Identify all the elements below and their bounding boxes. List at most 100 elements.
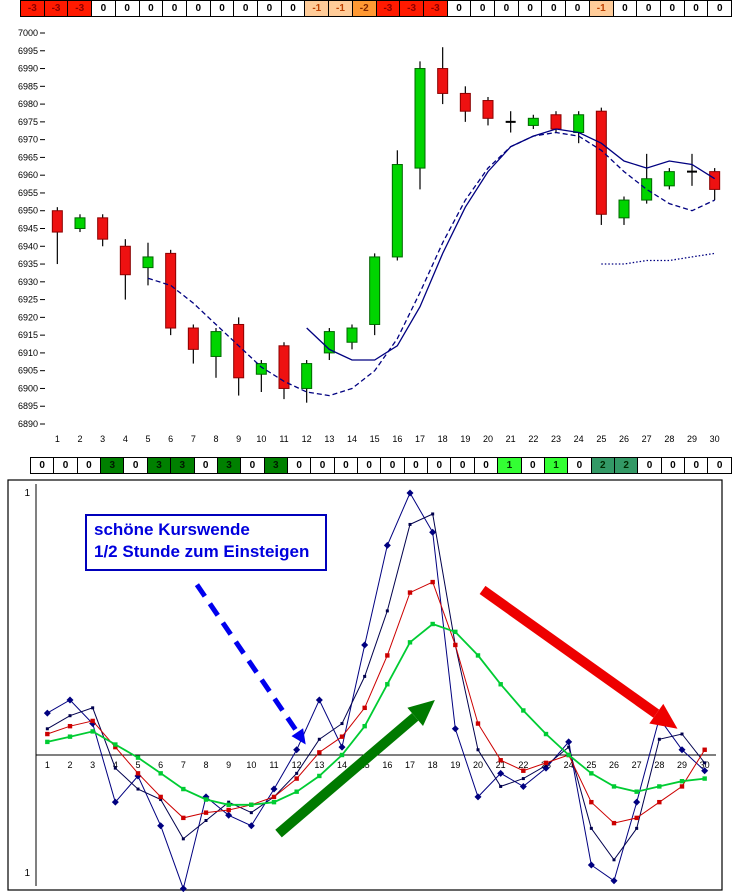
svg-text:6935: 6935 [18,259,38,269]
svg-text:2: 2 [77,434,82,444]
signal-cell: 0 [77,458,102,473]
signal-cell: 0 [54,458,78,473]
signal-cell: 0 [471,1,496,16]
signal-cell: -3 [44,1,69,16]
signal-cell: 0 [521,458,545,473]
red-down-arrow [479,585,678,729]
blue-dashed-arrow [194,583,306,745]
svg-text:21: 21 [496,760,506,770]
svg-text:6920: 6920 [18,312,38,322]
svg-text:7000: 7000 [18,28,38,38]
svg-text:30: 30 [710,434,720,444]
signal-cell: 0 [234,1,259,16]
svg-text:18: 18 [428,760,438,770]
svg-text:25: 25 [586,760,596,770]
ma-dotted-short [601,252,715,265]
svg-text:24: 24 [564,760,574,770]
svg-text:6940: 6940 [18,241,38,251]
svg-text:6965: 6965 [18,152,38,162]
svg-text:6915: 6915 [18,330,38,340]
svg-text:12: 12 [292,760,302,770]
green-slow-line [45,621,707,807]
ma-solid [306,128,716,361]
candlestick-chart-region: 7000 6995 6990 6985 6980 6975 6970 6965 6960 6955… [0,18,732,456]
svg-text:6890: 6890 [18,419,38,429]
signal-cell: 0 [495,1,519,16]
annotation-line2: 1/2 Stunde zum Einsteigen [94,542,310,561]
svg-text:6: 6 [168,434,173,444]
svg-text:28: 28 [654,760,664,770]
svg-text:7: 7 [181,760,186,770]
signal-cell: 0 [281,1,306,16]
signal-cell: 3 [264,458,288,473]
svg-text:11: 11 [279,434,288,444]
svg-text:1: 1 [55,434,60,444]
signal-cell: 0 [474,458,499,473]
svg-text:7: 7 [191,434,196,444]
svg-text:6895: 6895 [18,401,38,411]
signal-cell: -3 [21,1,45,16]
svg-text:4: 4 [113,760,118,770]
svg-text:6995: 6995 [18,46,38,56]
svg-text:5: 5 [145,434,150,444]
second-navy-line [45,512,707,862]
svg-text:9: 9 [236,434,241,444]
svg-text:20: 20 [483,434,493,444]
svg-text:25: 25 [596,434,606,444]
svg-text:16: 16 [392,434,402,444]
signal-cell: 0 [660,1,685,16]
signal-cell: 0 [381,458,405,473]
svg-text:6975: 6975 [18,117,38,127]
annotation-note: schöne Kurswende 1/2 Stunde zum Einsteig… [85,514,328,571]
signal-cell: 3 [171,458,195,473]
svg-text:3: 3 [100,434,105,444]
svg-text:22: 22 [528,434,538,444]
svg-text:17: 17 [415,434,425,444]
svg-text:4: 4 [123,434,128,444]
svg-text:22: 22 [518,760,528,770]
svg-text:29: 29 [677,760,687,770]
svg-text:26: 26 [619,434,629,444]
svg-text:6970: 6970 [18,135,38,145]
signal-cell: 1 [544,458,569,473]
signal-cell: 0 [92,1,116,16]
signal-cell: 0 [186,1,211,16]
signal-cell: 3 [217,458,242,473]
signal-cell: -1 [305,1,330,16]
ma-dashed [147,131,715,397]
svg-text:6955: 6955 [18,188,38,198]
signal-cell: -3 [423,1,448,16]
svg-text:20: 20 [473,760,483,770]
signal-cell: 0 [568,458,592,473]
svg-text:15: 15 [370,434,380,444]
svg-text:6910: 6910 [18,348,38,358]
signal-cell: 0 [613,1,638,16]
svg-text:6950: 6950 [18,206,38,216]
y-axis: 7000 6995 6990 6985 6980 6975 6970 6965 6960 6955… [18,28,45,429]
svg-text:6960: 6960 [18,170,38,180]
candlestick-chart: 7000699569906985698069756970696569606955… [18,28,721,444]
svg-text:1: 1 [24,868,30,879]
svg-text:23: 23 [551,434,561,444]
signal-cell: 0 [115,1,140,16]
svg-text:6945: 6945 [18,224,38,234]
svg-text:27: 27 [632,760,642,770]
svg-text:6925: 6925 [18,295,38,305]
signal-strip-top: -3 -3 -3 0 0 0 0 0 0 0 0 0 -1 -1 -2 -3 -3 -3 0 0 0 0 0 0 -1 0 0 0 0 0 [20,0,732,17]
signal-cell: 0 [210,1,235,16]
svg-text:6905: 6905 [18,366,38,376]
svg-text:2: 2 [67,760,72,770]
signal-cell: 0 [31,458,55,473]
signal-cell: 0 [684,1,709,16]
svg-text:6985: 6985 [18,81,38,91]
svg-text:8: 8 [213,434,218,444]
signal-cell: 0 [638,458,662,473]
svg-text:29: 29 [687,434,697,444]
svg-text:19: 19 [460,434,470,444]
svg-text:13: 13 [324,434,334,444]
oscillator-chart-region: 1112345678910111213141516171819202122232… [0,478,732,893]
svg-text:6900: 6900 [18,383,38,393]
